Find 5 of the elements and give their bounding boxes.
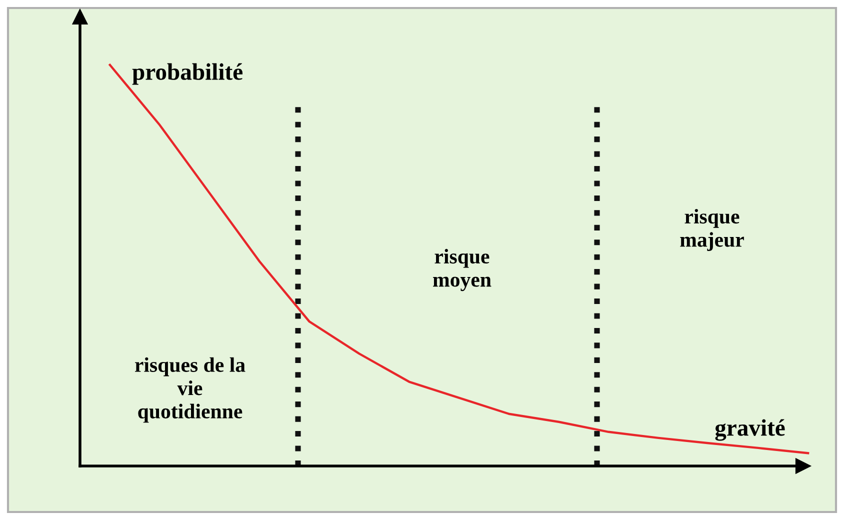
x-axis-title: gravité (715, 419, 785, 441)
annotation: risque moyen (433, 248, 492, 292)
annotation: risque majeur (680, 208, 744, 252)
y-axis-title: probabilité (132, 63, 242, 85)
annotation: risques de la vie quotidienne (134, 357, 246, 423)
